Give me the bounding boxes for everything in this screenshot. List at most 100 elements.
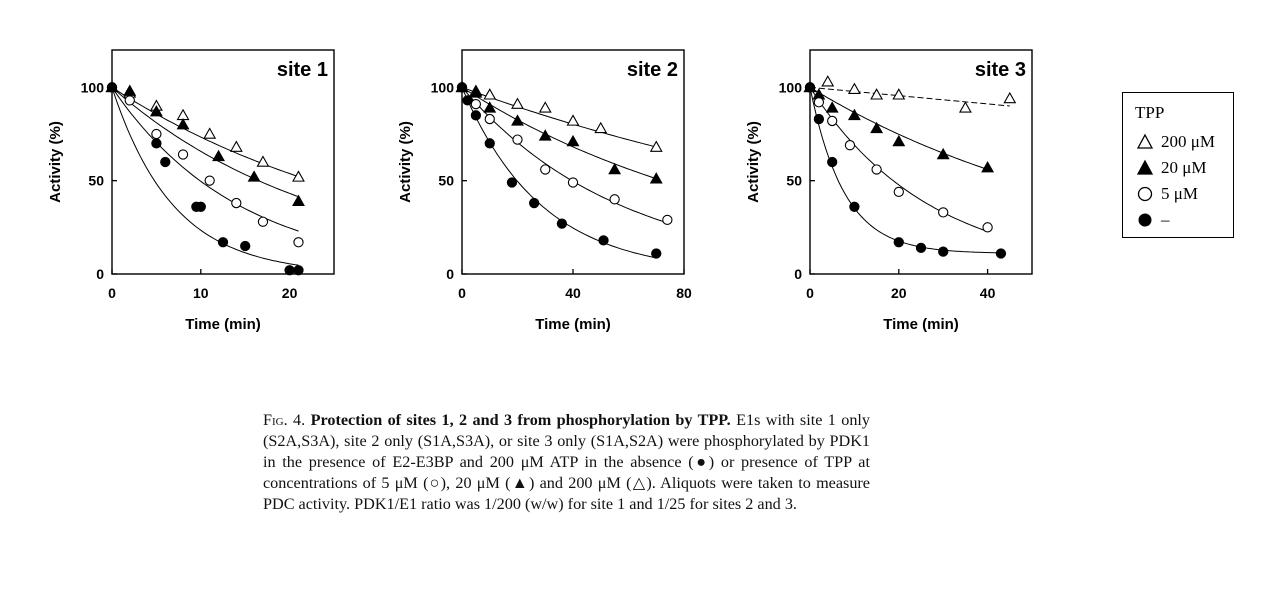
data-point [240,240,251,252]
data-point [247,170,261,182]
circle-open-icon [1137,186,1153,202]
data-point [827,156,838,168]
x-tick-label: 20 [282,285,298,301]
data-point [849,201,860,212]
tpp-legend: TPP 200 μM 20 μM 5 μM – [1122,92,1234,238]
data-point [470,110,482,121]
data-point [662,214,673,226]
data-point [938,246,949,257]
data-point [217,237,229,248]
y-axis-title: Activity (%) [47,121,64,203]
fit-curve [461,86,657,180]
figure-caption: Fig. 4. Protection of sites 1, 2 and 3 f… [263,410,870,515]
data-point [982,222,993,233]
data-point [598,235,609,246]
data-point [649,140,663,152]
data-point [566,114,580,126]
panel-title: site 1 [277,59,328,81]
fit-curve [809,87,1001,254]
data-point [284,265,295,276]
legend-entry-200: 200 μM [1135,129,1221,155]
data-point [651,248,662,259]
data-point [484,138,495,149]
data-point [594,121,608,134]
data-point [871,164,882,175]
data-point [151,138,162,149]
fit-curve [809,86,1010,107]
data-point [483,101,497,113]
data-point [511,114,524,126]
data-point [257,216,269,227]
y-tick-label: 50 [786,173,802,189]
y-axis-title: Activity (%) [397,121,414,203]
data-point [506,177,518,188]
x-axis-title: Time (min) [185,316,261,333]
data-point [566,134,580,147]
legend-entry-20: 20 μM [1135,155,1221,181]
fit-curve [461,87,657,259]
y-axis-title: Activity (%) [745,121,762,203]
y-tick-label: 0 [794,266,802,282]
x-tick-label: 80 [676,285,692,301]
data-point [540,164,551,175]
fit-curve [111,86,299,178]
legend-entry-none: – [1135,207,1221,233]
data-point [538,101,552,113]
y-tick-label: 100 [431,79,455,95]
data-point [456,82,468,93]
caption-bold-title: Protection of sites 1, 2 and 3 from phos… [310,411,731,429]
fit-curve [111,87,299,266]
data-point [212,149,226,162]
data-point [892,134,906,147]
data-point [151,128,162,140]
panel-title: site 3 [975,59,1026,81]
data-point [981,160,995,173]
data-point [176,118,190,130]
data-point [567,177,579,188]
data-point [292,194,305,206]
legend-label: 5 μM [1161,184,1198,203]
y-tick-label: 100 [81,79,105,95]
data-point [160,156,171,168]
data-point [293,237,304,248]
data-point [538,129,552,141]
panel-title: site 2 [627,59,678,81]
legend-label: 200 μM [1161,132,1215,151]
triangle-filled-icon [1136,159,1154,175]
x-tick-label: 10 [193,285,209,301]
data-point [893,237,904,248]
x-axis-title: Time (min) [883,316,959,333]
data-point [256,155,270,167]
data-point [870,121,884,134]
y-tick-label: 0 [96,266,104,282]
data-point [529,197,540,209]
data-point [813,97,825,108]
legend-label: 20 μM [1161,158,1207,177]
y-tick-label: 50 [88,173,104,189]
data-point [149,104,163,117]
legend-label: – [1161,210,1170,229]
data-point [609,194,620,205]
data-point [204,175,215,186]
data-point [124,95,135,106]
data-point [804,82,816,93]
fit-curve [111,87,299,232]
y-tick-label: 100 [779,79,803,95]
y-tick-label: 50 [438,173,454,189]
data-point [847,108,861,121]
data-point [821,75,835,87]
data-point [177,149,189,160]
data-point [958,101,972,113]
x-tick-label: 0 [458,285,466,301]
x-tick-label: 40 [565,285,581,301]
data-point [893,186,904,198]
caption-fig-label: Fig. 4. [263,411,306,429]
plot-frame [809,49,1033,275]
data-point [870,88,884,100]
data-point [123,84,137,96]
data-point [825,101,839,113]
legend-title: TPP [1135,103,1165,122]
data-point [470,98,482,110]
data-point [827,115,838,127]
circle-filled-icon [1138,213,1152,227]
